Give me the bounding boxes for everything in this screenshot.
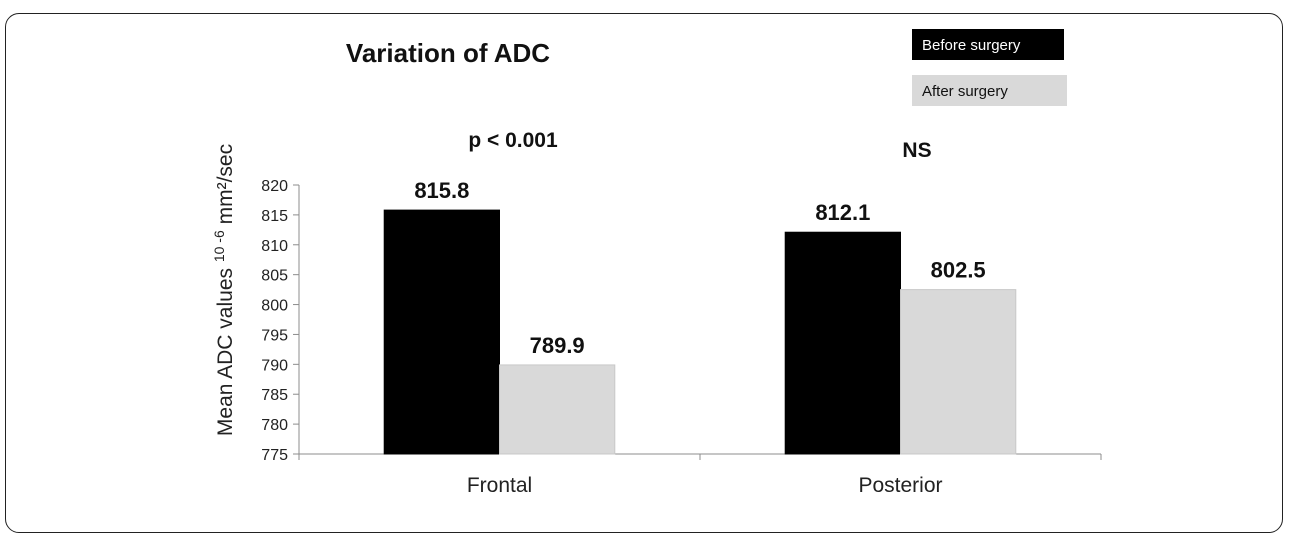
x-category-label: Posterior <box>858 474 942 497</box>
y-tick-label: 810 <box>261 238 288 255</box>
y-tick-label: 815 <box>261 208 288 225</box>
axes: 775 780 785 790 795 800 805 810 815 820 Frontal Pos… <box>261 178 1102 497</box>
bar-before-frontal <box>383 209 500 455</box>
legend-label-after: After surgery <box>922 83 1008 100</box>
bars: 815.8 789.9 812.1 802.5 <box>383 178 1017 455</box>
y-axis-label-superscript: 10 -6 <box>211 230 227 262</box>
bar-before-posterior <box>784 231 902 455</box>
figure-frame <box>5 13 1283 533</box>
y-tick-label: 805 <box>261 268 288 285</box>
y-tick-label: 780 <box>261 417 288 434</box>
y-tick-label: 820 <box>261 178 288 195</box>
y-tick-label: 800 <box>261 298 288 315</box>
y-tick-label: 790 <box>261 357 288 374</box>
legend-swatch-before <box>912 29 1064 60</box>
data-label: 815.8 <box>414 178 469 203</box>
legend-swatch-after <box>912 75 1067 106</box>
annotation-frontal: p < 0.001 <box>468 129 558 152</box>
y-axis-label-suffix: mm²/sec <box>214 144 237 230</box>
data-label: 802.5 <box>931 258 986 283</box>
annotation-posterior: NS <box>902 139 931 162</box>
data-label: 812.1 <box>815 200 870 225</box>
y-axis-label: Mean ADC values 10 -6 mm²/sec <box>211 144 237 436</box>
y-tick-label: 795 <box>261 327 288 344</box>
legend: Before surgery After surgery <box>912 29 1067 106</box>
y-tick-label: 775 <box>261 447 288 464</box>
y-tick-label: 785 <box>261 387 288 404</box>
y-axis-label-prefix: Mean ADC values <box>214 262 237 436</box>
legend-label-before: Before surgery <box>922 37 1021 54</box>
bar-after-posterior <box>900 289 1017 455</box>
data-label: 789.9 <box>530 333 585 358</box>
bar-chart: Variation of ADC Before surgery After su… <box>211 29 1102 497</box>
chart-title: Variation of ADC <box>346 38 550 68</box>
bar-after-frontal <box>499 364 616 455</box>
x-category-label: Frontal <box>467 474 532 497</box>
